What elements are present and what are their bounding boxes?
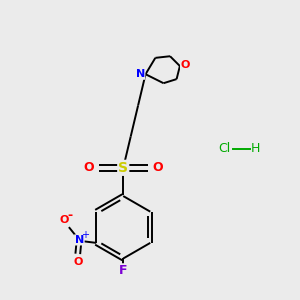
Text: N: N (136, 69, 145, 79)
Text: H: H (251, 142, 260, 155)
Text: +: + (81, 230, 88, 240)
Text: O: O (181, 59, 190, 70)
Text: S: S (118, 161, 128, 175)
Text: O: O (60, 215, 69, 225)
Text: N: N (75, 235, 84, 245)
Text: O: O (73, 257, 83, 267)
Text: O: O (152, 161, 163, 174)
Text: O: O (84, 161, 94, 174)
Text: F: F (119, 264, 128, 277)
Text: Cl: Cl (218, 142, 230, 155)
Text: -: - (67, 209, 72, 222)
